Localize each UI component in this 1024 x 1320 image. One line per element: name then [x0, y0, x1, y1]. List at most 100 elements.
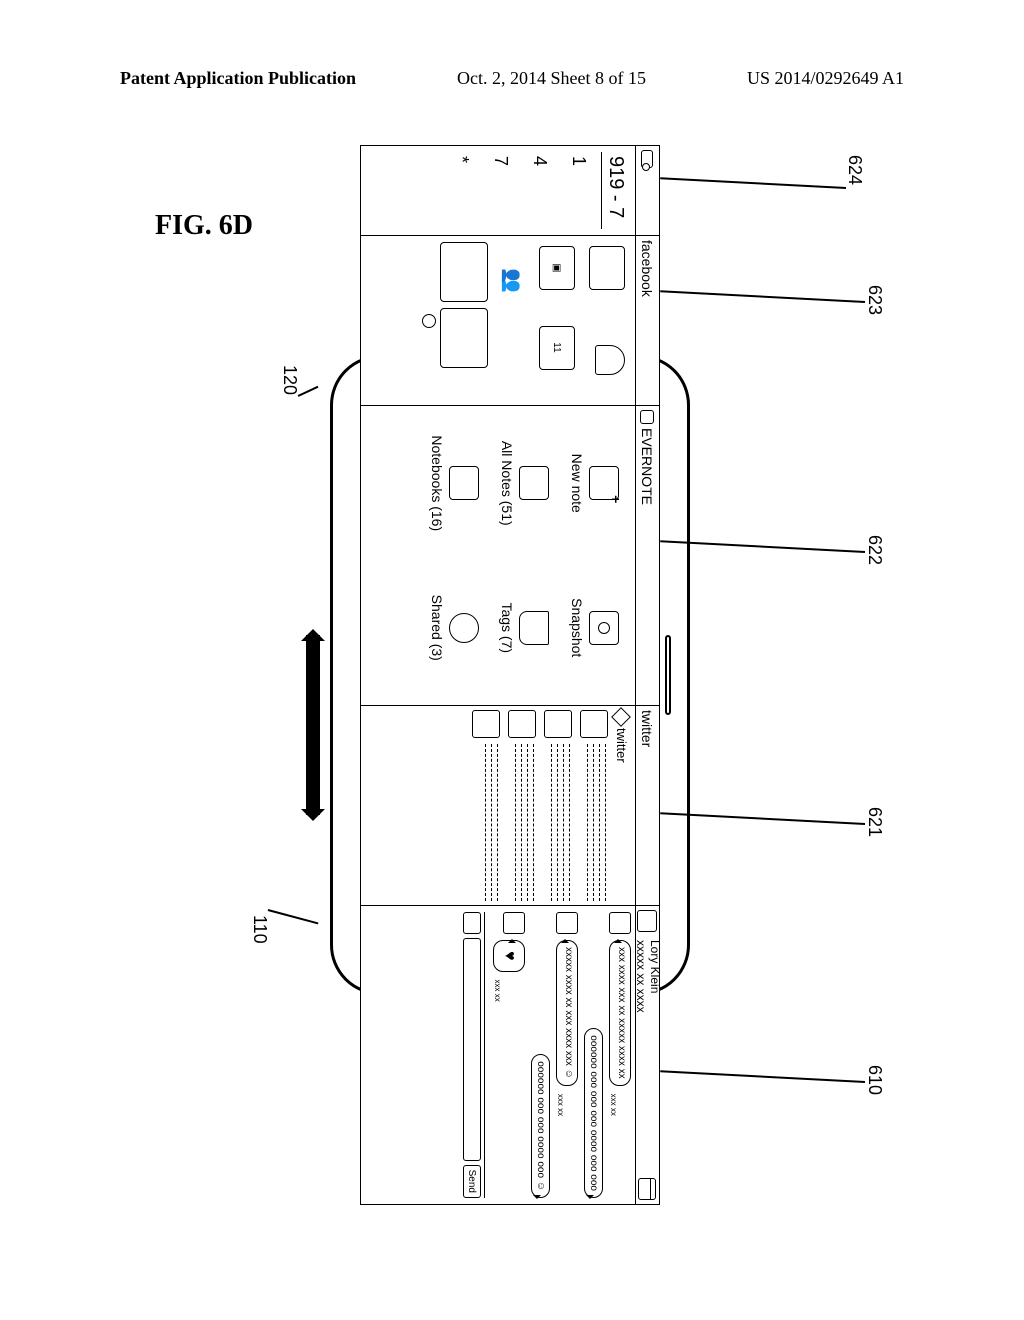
messaging-body: xxx xxxx xxx xx xxxxx xxxx xx xxx xx ooo… [361, 906, 635, 1204]
tweet-avatar-3 [508, 710, 536, 738]
fb-photo-icon[interactable]: ▣ [539, 246, 575, 290]
ref-624-line [660, 177, 846, 188]
msg-bubble-5: ♥ [493, 940, 525, 972]
fb-notif-icon[interactable]: 11 [539, 326, 575, 370]
msg-bubble-2: oooooo ooo ooo ooo oooo ooo ooo [584, 1028, 603, 1198]
fb-clock-icon [422, 314, 436, 328]
msg-row-1: xxx xxxx xxx xx xxxxx xxxx xx xxx xx [609, 912, 631, 1198]
ref-622: 622 [864, 535, 885, 565]
twitter-body: twitter [361, 706, 635, 905]
dialed-number: 919 - 7 [601, 152, 629, 229]
msg-input-row: Send [463, 912, 485, 1198]
msg-row-5: ♥ xxx xx [493, 912, 525, 1198]
ref-120: 120 [279, 365, 300, 395]
twitter-header: twitter [635, 706, 659, 905]
scroll-arrow-icon [306, 635, 320, 815]
tags-icon [519, 611, 549, 645]
ref-610: 610 [864, 1065, 885, 1095]
header-right: US 2014/0292649 A1 [747, 68, 904, 89]
ref-110-line [268, 909, 319, 924]
evernote-body: New note Snapshot All Notes (51) Tags (7… [361, 406, 635, 705]
msg-time-3: xxx xx [556, 1092, 565, 1118]
ref-623-line [660, 290, 865, 302]
shared-icon [449, 613, 479, 643]
ref-120-line [298, 386, 319, 397]
dialer-header [635, 146, 659, 235]
msg-row-3: xxxxx xxxx xx xxx xxxx xxx ☺ xxx xx [556, 912, 578, 1198]
ev-shared[interactable]: Shared (3) [429, 561, 479, 696]
sync-icon [612, 707, 632, 727]
ref-622-line [660, 540, 865, 552]
msg-bubble-3: xxxxx xxxx xx xxx xxxx xxx ☺ [556, 940, 578, 1086]
msg-avatar-3 [556, 912, 578, 934]
ev-tags[interactable]: Tags (7) [499, 561, 549, 696]
evernote-grid: New note Snapshot All Notes (51) Tags (7… [419, 412, 629, 699]
evernote-logo-icon [641, 410, 655, 424]
dialer-body: 919 - 7 1 4 7 * [361, 146, 635, 235]
tweet-row-1[interactable] [580, 710, 608, 901]
dialer-keypad[interactable]: 1 4 7 * [445, 152, 595, 229]
ev-new-note[interactable]: New note [569, 416, 619, 551]
header-center: Oct. 2, 2014 Sheet 8 of 15 [457, 68, 646, 89]
facebook-grid: ▣ 11 👥 [496, 242, 629, 399]
fb-badge: 11 [552, 342, 563, 352]
msg-row-2: oooooo ooo ooo ooo oooo ooo ooo [584, 912, 603, 1198]
phone-icon [642, 150, 654, 168]
facebook-panel: facebook ▣ 11 👥 [360, 235, 660, 405]
evernote-header: EVERNOTE [635, 406, 659, 705]
twitter-panel: twitter twitter [360, 705, 660, 905]
fb-profile-icon[interactable] [595, 345, 625, 375]
ev-label-notebooks: Notebooks (16) [429, 435, 445, 531]
ref-621: 621 [864, 807, 885, 837]
figure-label: FIG. 6D [155, 210, 253, 242]
attach-icon[interactable] [463, 912, 481, 934]
send-button[interactable]: Send [463, 1165, 481, 1198]
ref-624: 624 [844, 155, 865, 185]
key-7[interactable]: 7 [490, 156, 511, 225]
messaging-header: Lory Klein xxxxx xx xxxx [635, 906, 659, 1204]
window-icon[interactable] [639, 1178, 657, 1200]
ev-notebooks[interactable]: Notebooks (16) [429, 416, 479, 551]
fb-status-icon[interactable] [589, 246, 625, 290]
twitter-title: twitter [640, 710, 656, 747]
header-left: Patent Application Publication [120, 68, 356, 89]
tweet-row-2[interactable] [544, 710, 572, 901]
ref-110: 110 [249, 915, 270, 944]
twitter-sync-label: twitter [614, 728, 629, 763]
ref-621-line [660, 812, 865, 824]
tweet-avatar-1 [580, 710, 608, 738]
tweet-row-3[interactable] [508, 710, 536, 901]
figure-area: 919 - 7 1 4 7 * facebook ▣ 11 [0, 295, 1024, 1055]
evernote-panel: EVERNOTE New note Snapshot All Notes (51… [360, 405, 660, 705]
msg-input[interactable] [463, 938, 481, 1161]
facebook-body: ▣ 11 👥 [361, 236, 635, 405]
ev-all-notes[interactable]: All Notes (51) [499, 416, 549, 551]
key-1[interactable]: 1 [568, 156, 589, 225]
dialer-panel: 919 - 7 1 4 7 * [360, 145, 660, 235]
contact-name: Lory Klein [648, 940, 661, 1170]
contact-status: xxxxx xx xxxx [634, 940, 647, 1170]
msg-time-1: xxx xx [609, 1092, 618, 1118]
notebooks-icon [449, 466, 479, 500]
twitter-sync-row[interactable]: twitter [608, 710, 631, 901]
tweet-row-4[interactable] [472, 710, 500, 901]
evernote-title: EVERNOTE [640, 428, 656, 505]
msg-bubble-1: xxx xxxx xxx xx xxxxx xxxx xx [609, 940, 631, 1086]
tweet-avatar-4 [472, 710, 500, 738]
ev-label-shared: Shared (3) [429, 595, 445, 661]
fb-friends-icon[interactable]: 👥 [500, 246, 525, 316]
ev-label-new: New note [569, 454, 585, 513]
fb-photos-row [440, 242, 488, 399]
msg-avatar-1 [609, 912, 631, 934]
ref-610-line [660, 1070, 865, 1082]
key-4[interactable]: 4 [529, 156, 550, 225]
ev-snapshot[interactable]: Snapshot [569, 561, 619, 696]
fb-photo-1[interactable] [440, 242, 488, 302]
phone-speaker-icon [665, 635, 671, 715]
fb-photo-2[interactable] [440, 308, 488, 368]
ev-label-tags: Tags (7) [499, 602, 515, 653]
key-star[interactable]: * [451, 156, 472, 225]
msg-time-5: xxx xx [493, 978, 502, 1004]
facebook-header: facebook [635, 236, 659, 405]
page-header: Patent Application Publication Oct. 2, 2… [0, 68, 1024, 89]
